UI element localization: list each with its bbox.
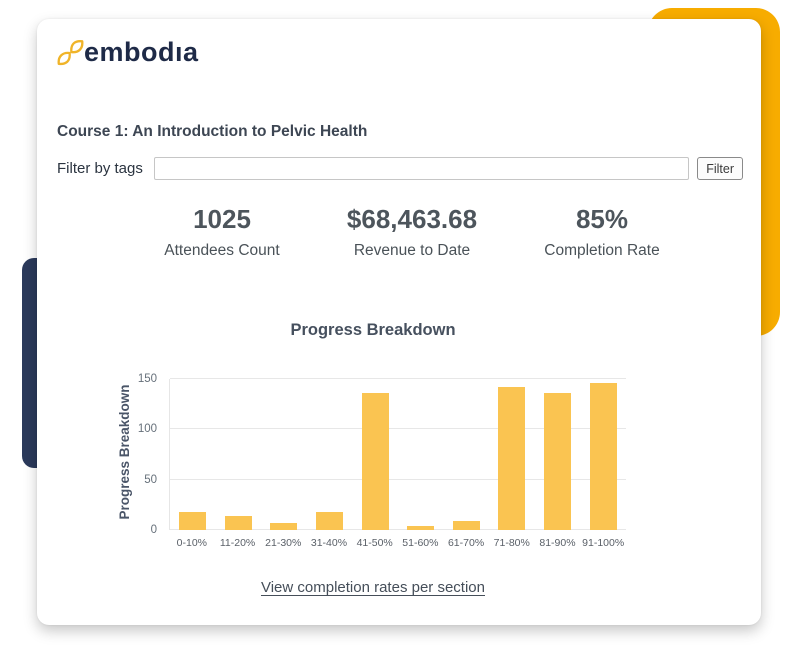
bar-slot <box>580 379 626 530</box>
filter-label: Filter by tags <box>57 160 143 177</box>
bar-71-80%[interactable] <box>498 387 526 530</box>
bar-31-40%[interactable] <box>316 511 344 530</box>
bar-51-60%[interactable] <box>407 525 435 530</box>
filter-button[interactable]: Filter <box>697 157 743 180</box>
gridline <box>170 378 626 379</box>
stat-completion: 85% Completion Rate <box>507 203 697 260</box>
progress-breakdown-chart: Progress Breakdown 0 50 100 150 0-10% 11-20%… <box>103 367 643 567</box>
y-axis-ticks: 0 50 100 150 <box>131 373 163 536</box>
attendees-count-label: Attendees Count <box>164 242 280 259</box>
bar-slot <box>170 379 216 530</box>
main-card: embodıa Course 1: An Introduction to Pel… <box>37 19 761 625</box>
filter-tags-input[interactable] <box>153 157 690 180</box>
bar-61-70%[interactable] <box>452 520 480 530</box>
revenue-value: $68,463.68 <box>346 204 478 234</box>
x-tick-label: 71-80% <box>493 537 530 549</box>
bar-11-20%[interactable] <box>224 515 252 530</box>
chart-bars <box>170 379 626 530</box>
chart-plot <box>169 378 626 530</box>
bar-slot <box>489 379 535 530</box>
x-tick-label: 61-70% <box>447 537 485 549</box>
completion-rate-value: 85% <box>575 204 629 234</box>
x-tick-label: 21-30% <box>265 537 302 549</box>
bar-slot <box>535 379 581 530</box>
bar-slot <box>261 379 307 530</box>
view-completion-rates-link[interactable]: View completion rates per section <box>260 579 485 596</box>
x-tick-label: 31-40% <box>310 537 348 549</box>
bar-slot <box>216 379 262 530</box>
y-tick-label: 100 <box>137 423 157 436</box>
gridline <box>170 478 626 480</box>
x-tick-label: 81-90% <box>539 537 576 549</box>
bar-21-30%[interactable] <box>270 522 298 530</box>
y-tick-label: 50 <box>144 473 157 486</box>
course-title: Course 1: An Introduction to Pelvic Heal… <box>57 123 368 140</box>
embodia-logo: embodıa <box>57 35 199 74</box>
y-tick-label: 150 <box>137 373 157 385</box>
x-axis-labels: 0-10% 11-20% 21-30% 31-40% 41-50% 51-60% 61-70… <box>169 537 626 549</box>
revenue-label: Revenue to Date <box>353 242 471 259</box>
x-tick-label: 0-10% <box>176 537 208 549</box>
bar-slot <box>307 379 353 530</box>
stat-revenue: $68,463.68 Revenue to Date <box>317 203 507 260</box>
stats-row: 1025 Attendees Count $68,463.68 Revenue … <box>127 203 697 260</box>
bar-0-10%[interactable] <box>179 511 207 530</box>
bar-91-100%[interactable] <box>589 383 617 530</box>
y-tick-label: 0 <box>150 524 157 536</box>
bar-41-50%[interactable] <box>361 393 389 530</box>
chart-title: Progress Breakdown <box>290 321 456 339</box>
x-tick-label: 41-50% <box>356 537 393 549</box>
gridline <box>170 428 626 430</box>
x-tick-label: 11-20% <box>219 537 256 549</box>
bar-slot <box>398 379 444 530</box>
footer-link-wrap: View completion rates per section <box>103 579 643 597</box>
attendees-count-value: 1025 <box>193 204 251 234</box>
x-tick-label: 51-60% <box>402 537 439 549</box>
embodia-leaf-icon <box>57 35 84 74</box>
stat-attendees: 1025 Attendees Count <box>127 203 317 260</box>
gridline <box>170 529 626 530</box>
filter-row: Filter by tags Filter <box>57 157 743 180</box>
bar-slot <box>444 379 490 530</box>
bar-81-90%[interactable] <box>544 393 572 530</box>
x-tick-label: 91-100% <box>582 537 625 549</box>
logo-text: embodıa <box>84 37 199 67</box>
completion-rate-label: Completion Rate <box>544 242 660 259</box>
bar-slot <box>352 379 398 530</box>
